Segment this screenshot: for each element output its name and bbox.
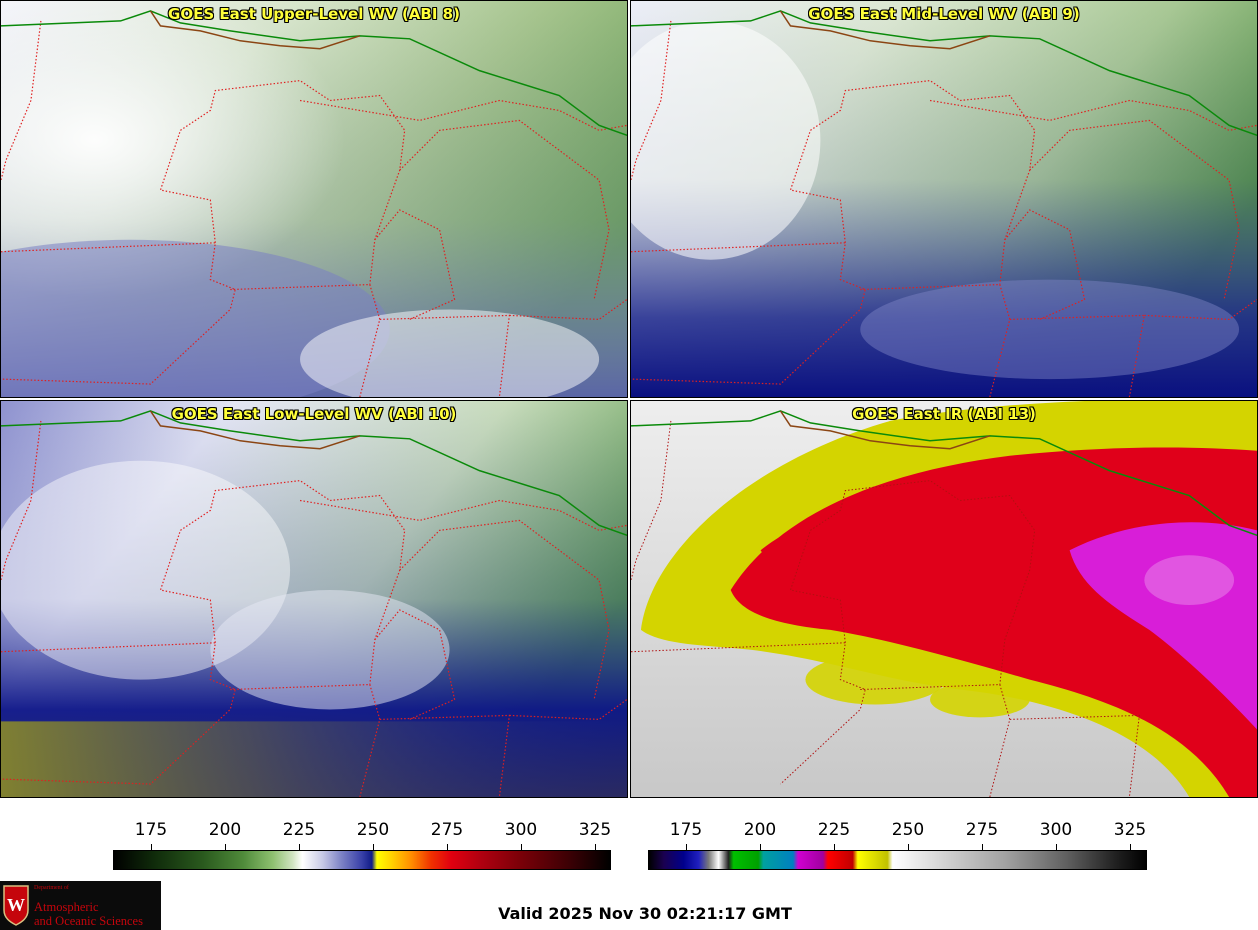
svg-text:W: W [7,895,25,915]
ir-image [631,401,1257,797]
uw-crest-icon: W [3,885,29,926]
ir-tick-label: 175 [669,820,703,840]
ir-tick-mark [1130,844,1131,850]
ir-colorbar-group: 175 200 225 250 275 300 325 [648,802,1147,872]
wv-tick-mark [521,844,522,850]
wv-tick-mark [151,844,152,850]
ir-tick-mark [760,844,761,850]
ir-tick-mark [1056,844,1057,850]
wv-colorbar-ticks: 175 200 225 250 275 300 325 [113,802,612,850]
ir-tick-mark [686,844,687,850]
panel-title-low-level: GOES East Low-Level WV (ABI 10) [171,405,457,423]
ir-tick-label: 250 [891,820,925,840]
wv-tick-label: 300 [504,820,538,840]
panel-title-upper-level: GOES East Upper-Level WV (ABI 8) [168,5,460,23]
panel-title-ir: GOES East IR (ABI 13) [852,405,1036,423]
ir-tick-label: 325 [1113,820,1147,840]
mid-level-wv-image [631,1,1257,397]
wv-tick-mark [225,844,226,850]
ir-tick-label: 200 [743,820,777,840]
ir-tick-mark [908,844,909,850]
wv-tick-label: 250 [356,820,390,840]
wv-tick-label: 225 [282,820,316,840]
ir-tick-label: 300 [1039,820,1073,840]
ir-tick-label: 275 [965,820,999,840]
logo-line-oceanic: and Oceanic Sciences [34,914,143,928]
ir-tick-mark [834,844,835,850]
wv-tick-label: 175 [134,820,168,840]
aos-logo: W Department of Atmospheric and Oceanic … [0,881,161,930]
panel-upper-level-wv: GOES East Upper-Level WV (ABI 8) [0,0,628,398]
panel-mid-level-wv: GOES East Mid-Level WV (ABI 9) [630,0,1258,398]
wv-tick-label: 325 [578,820,612,840]
wv-tick-mark [595,844,596,850]
panel-ir: GOES East IR (ABI 13) [630,400,1258,798]
wv-tick-label: 200 [208,820,242,840]
panel-low-level-wv: GOES East Low-Level WV (ABI 10) [0,400,628,798]
wv-tick-mark [299,844,300,850]
ir-tick-label: 225 [817,820,851,840]
ir-colorbar [648,850,1147,870]
logo-line-atmospheric: Atmospheric [34,900,99,914]
ir-tick-mark [982,844,983,850]
wv-colorbar-group: 175 200 225 250 275 300 325 [113,802,611,872]
low-level-wv-image [1,401,627,797]
wv-tick-mark [447,844,448,850]
wv-tick-mark [373,844,374,850]
valid-time-label: Valid 2025 Nov 30 02:21:17 GMT [498,904,792,923]
logo-department-of: Department of [34,885,69,891]
panel-title-mid-level: GOES East Mid-Level WV (ABI 9) [808,5,1080,23]
ir-colorbar-ticks: 175 200 225 250 275 300 325 [648,802,1147,850]
upper-level-wv-image [1,1,627,397]
wv-colorbar [113,850,611,870]
wv-tick-label: 275 [430,820,464,840]
